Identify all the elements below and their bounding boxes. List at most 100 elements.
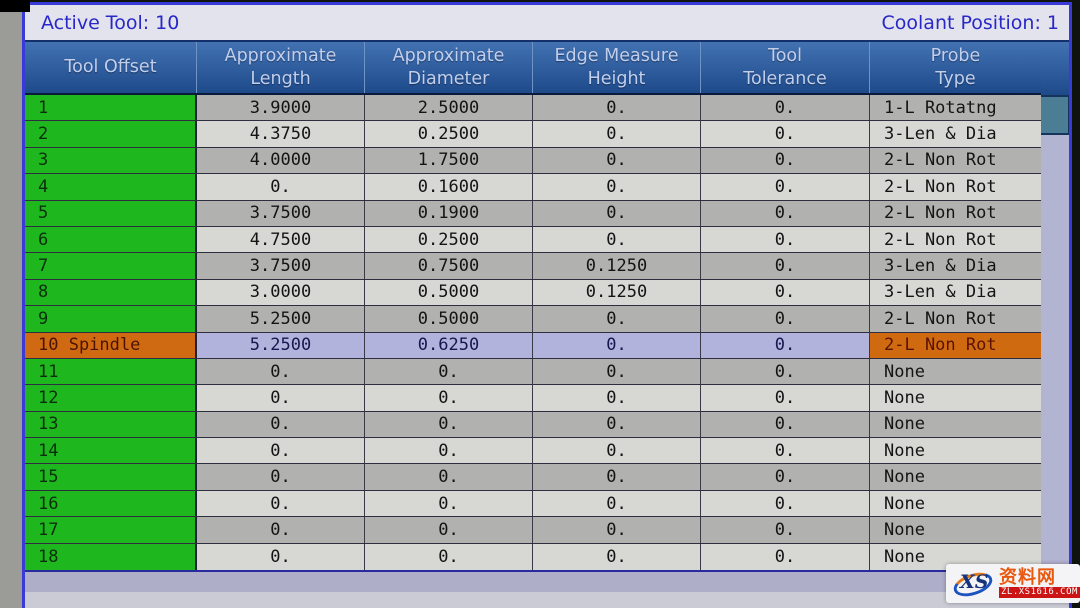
probe-type-cell[interactable]: 2-L Non Rot bbox=[870, 332, 1041, 358]
tool-offset-cell[interactable]: 10 Spindle bbox=[25, 332, 197, 358]
approx-length-cell[interactable]: 3.0000 bbox=[197, 279, 365, 306]
probe-type-cell[interactable]: 2-L Non Rot bbox=[870, 147, 1041, 174]
tool-tolerance-cell[interactable]: 0. bbox=[701, 147, 870, 174]
tool-tolerance-cell[interactable]: 0. bbox=[701, 226, 870, 253]
probe-type-cell[interactable]: 3-Len & Dia bbox=[870, 121, 1041, 147]
tool-offset-cell[interactable]: 15 bbox=[25, 464, 197, 490]
approx-length-cell[interactable]: 0. bbox=[197, 490, 365, 517]
probe-type-cell[interactable]: None bbox=[870, 358, 1041, 385]
tool-tolerance-cell[interactable]: 0. bbox=[701, 200, 870, 226]
approx-diameter-cell[interactable]: 0.2500 bbox=[365, 226, 533, 253]
edge-measure-height-cell[interactable]: 0. bbox=[533, 517, 701, 543]
edge-measure-height-cell[interactable]: 0. bbox=[533, 174, 701, 200]
probe-type-cell[interactable]: 1-L Rotatng bbox=[870, 95, 1041, 121]
tool-offset-cell[interactable]: 18 bbox=[25, 543, 197, 570]
tool-tolerance-cell[interactable]: 0. bbox=[701, 438, 870, 464]
edge-measure-height-cell[interactable]: 0. bbox=[533, 226, 701, 253]
approx-length-cell[interactable]: 5.2500 bbox=[197, 332, 365, 358]
approx-length-cell[interactable]: 0. bbox=[197, 438, 365, 464]
edge-measure-height-cell[interactable]: 0. bbox=[533, 438, 701, 464]
tool-tolerance-cell[interactable]: 0. bbox=[701, 517, 870, 543]
scrollbar-track[interactable] bbox=[1041, 135, 1069, 572]
tool-tolerance-cell[interactable]: 0. bbox=[701, 332, 870, 358]
approx-diameter-cell[interactable]: 0.5000 bbox=[365, 279, 533, 306]
approx-diameter-cell[interactable]: 0. bbox=[365, 517, 533, 543]
tool-offset-cell[interactable]: 4 bbox=[25, 174, 197, 200]
approx-diameter-cell[interactable]: 0. bbox=[365, 438, 533, 464]
approx-diameter-cell[interactable]: 0. bbox=[365, 358, 533, 385]
tool-offset-cell[interactable]: 11 bbox=[25, 358, 197, 385]
tool-offset-cell[interactable]: 14 bbox=[25, 438, 197, 464]
approx-diameter-cell[interactable]: 0.7500 bbox=[365, 253, 533, 279]
approx-diameter-cell[interactable]: 0. bbox=[365, 464, 533, 490]
probe-type-cell[interactable]: 2-L Non Rot bbox=[870, 200, 1041, 226]
approx-diameter-cell[interactable]: 2.5000 bbox=[365, 95, 533, 121]
probe-type-cell[interactable]: None bbox=[870, 411, 1041, 438]
probe-type-cell[interactable]: None bbox=[870, 517, 1041, 543]
approx-diameter-cell[interactable]: 0.5000 bbox=[365, 306, 533, 332]
tool-offset-cell[interactable]: 16 bbox=[25, 490, 197, 517]
tool-tolerance-cell[interactable]: 0. bbox=[701, 174, 870, 200]
tool-tolerance-cell[interactable]: 0. bbox=[701, 543, 870, 570]
edge-measure-height-cell[interactable]: 0. bbox=[533, 200, 701, 226]
approx-length-cell[interactable]: 3.9000 bbox=[197, 95, 365, 121]
approx-diameter-cell[interactable]: 1.7500 bbox=[365, 147, 533, 174]
approx-length-cell[interactable]: 4.7500 bbox=[197, 226, 365, 253]
probe-type-cell[interactable]: None bbox=[870, 490, 1041, 517]
edge-measure-height-cell[interactable]: 0. bbox=[533, 358, 701, 385]
approx-diameter-cell[interactable]: 0.1600 bbox=[365, 174, 533, 200]
tool-offset-cell[interactable]: 9 bbox=[25, 306, 197, 332]
edge-measure-height-cell[interactable]: 0. bbox=[533, 490, 701, 517]
edge-measure-height-cell[interactable]: 0.1250 bbox=[533, 253, 701, 279]
tool-offset-cell[interactable]: 6 bbox=[25, 226, 197, 253]
approx-length-cell[interactable]: 0. bbox=[197, 464, 365, 490]
approx-diameter-cell[interactable]: 0.6250 bbox=[365, 332, 533, 358]
edge-measure-height-cell[interactable]: 0. bbox=[533, 332, 701, 358]
tool-tolerance-cell[interactable]: 0. bbox=[701, 253, 870, 279]
tool-tolerance-cell[interactable]: 0. bbox=[701, 121, 870, 147]
approx-diameter-cell[interactable]: 0. bbox=[365, 411, 533, 438]
tool-offset-cell[interactable]: 7 bbox=[25, 253, 197, 279]
tool-offset-cell[interactable]: 1 bbox=[25, 95, 197, 121]
tool-tolerance-cell[interactable]: 0. bbox=[701, 306, 870, 332]
table-scrollbar[interactable] bbox=[1041, 40, 1069, 572]
approx-length-cell[interactable]: 4.3750 bbox=[197, 121, 365, 147]
probe-type-cell[interactable]: None bbox=[870, 438, 1041, 464]
probe-type-cell[interactable]: None bbox=[870, 464, 1041, 490]
edge-measure-height-cell[interactable]: 0. bbox=[533, 385, 701, 411]
approx-length-cell[interactable]: 0. bbox=[197, 358, 365, 385]
approx-length-cell[interactable]: 3.7500 bbox=[197, 200, 365, 226]
approx-diameter-cell[interactable]: 0.2500 bbox=[365, 121, 533, 147]
edge-measure-height-cell[interactable]: 0. bbox=[533, 95, 701, 121]
edge-measure-height-cell[interactable]: 0. bbox=[533, 411, 701, 438]
tool-offset-cell[interactable]: 13 bbox=[25, 411, 197, 438]
probe-type-cell[interactable]: 3-Len & Dia bbox=[870, 279, 1041, 306]
edge-measure-height-cell[interactable]: 0. bbox=[533, 121, 701, 147]
edge-measure-height-cell[interactable]: 0. bbox=[533, 306, 701, 332]
approx-length-cell[interactable]: 5.2500 bbox=[197, 306, 365, 332]
probe-type-cell[interactable]: 2-L Non Rot bbox=[870, 174, 1041, 200]
approx-length-cell[interactable]: 0. bbox=[197, 174, 365, 200]
edge-measure-height-cell[interactable]: 0. bbox=[533, 543, 701, 570]
approx-length-cell[interactable]: 0. bbox=[197, 517, 365, 543]
tool-offset-cell[interactable]: 2 bbox=[25, 121, 197, 147]
tool-offset-cell[interactable]: 8 bbox=[25, 279, 197, 306]
tool-tolerance-cell[interactable]: 0. bbox=[701, 95, 870, 121]
tool-offset-cell[interactable]: 12 bbox=[25, 385, 197, 411]
probe-type-cell[interactable]: None bbox=[870, 385, 1041, 411]
approx-length-cell[interactable]: 0. bbox=[197, 411, 365, 438]
tool-offset-cell[interactable]: 3 bbox=[25, 147, 197, 174]
edge-measure-height-cell[interactable]: 0. bbox=[533, 147, 701, 174]
approx-diameter-cell[interactable]: 0. bbox=[365, 490, 533, 517]
edge-measure-height-cell[interactable]: 0.1250 bbox=[533, 279, 701, 306]
approx-length-cell[interactable]: 0. bbox=[197, 543, 365, 570]
scrollbar-thumb[interactable] bbox=[1041, 95, 1069, 135]
tool-tolerance-cell[interactable]: 0. bbox=[701, 279, 870, 306]
probe-type-cell[interactable]: 2-L Non Rot bbox=[870, 226, 1041, 253]
approx-length-cell[interactable]: 3.7500 bbox=[197, 253, 365, 279]
tool-tolerance-cell[interactable]: 0. bbox=[701, 411, 870, 438]
probe-type-cell[interactable]: 2-L Non Rot bbox=[870, 306, 1041, 332]
approx-diameter-cell[interactable]: 0.1900 bbox=[365, 200, 533, 226]
probe-type-cell[interactable]: 3-Len & Dia bbox=[870, 253, 1041, 279]
approx-length-cell[interactable]: 0. bbox=[197, 385, 365, 411]
